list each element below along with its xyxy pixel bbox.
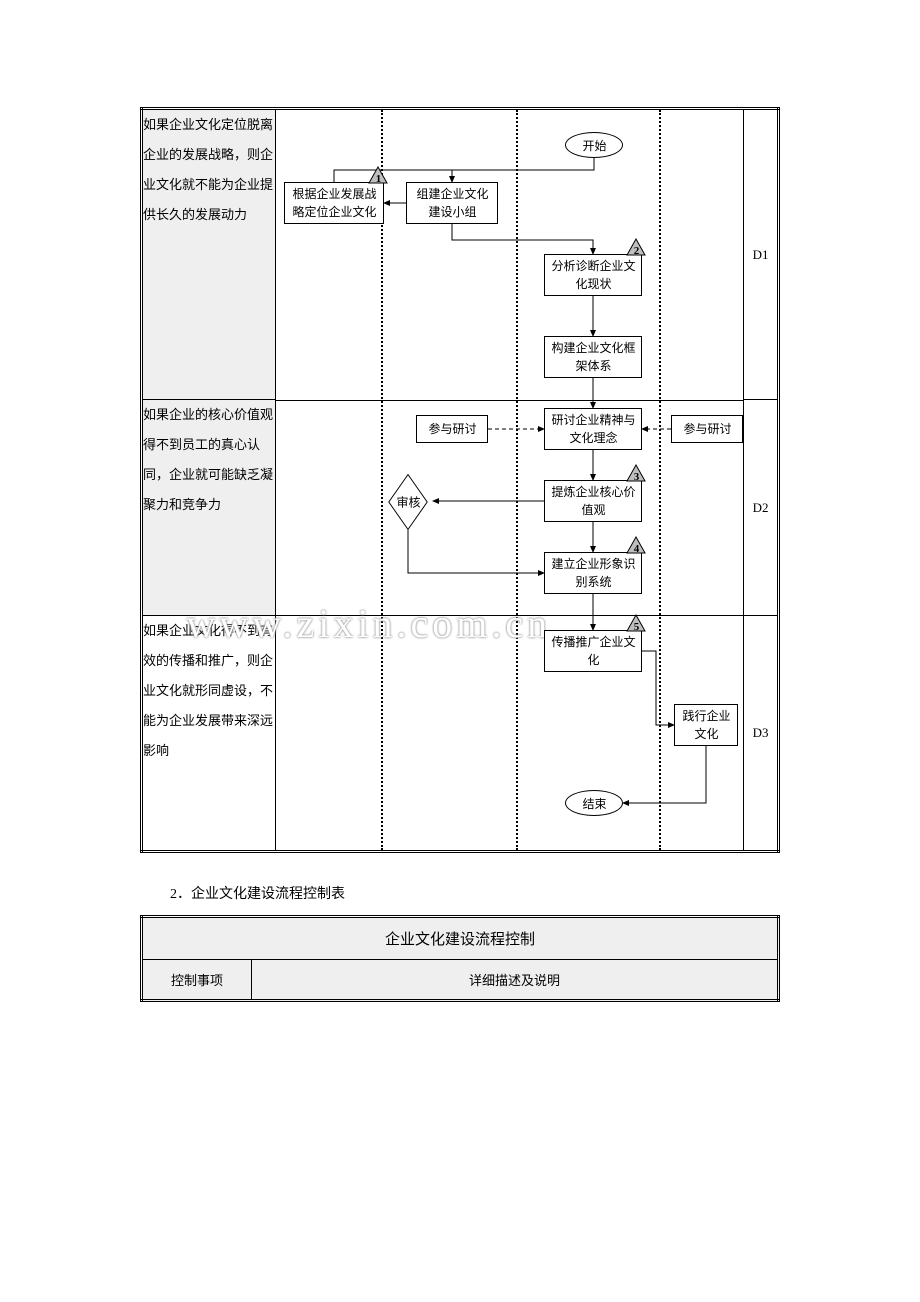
node-n4: 构建企业文化框架体系 (544, 336, 642, 378)
node-n9: 践行企业文化 (674, 704, 738, 746)
edge-14 (623, 746, 706, 803)
node-n6: 提炼企业核心价值观 (544, 480, 642, 522)
risk-text-0: 如果企业文化定位脱离企业的发展战略，则企业文化就不能为企业提供长久的发展动力 (143, 110, 275, 230)
node-n1: 根据企业发展战略定位企业文化 (284, 182, 384, 224)
risk-cell-1: 如果企业的核心价值观得不到员工的真心认同，企业就可能缺乏凝聚力和竞争力 (142, 400, 276, 616)
risk-text-1: 如果企业的核心价值观得不到员工的真心认同，企业就可能缺乏凝聚力和竞争力 (143, 400, 275, 520)
risk-arrow-down-0 (143, 372, 275, 400)
section-2-title: 2．企业文化建设流程控制表 (170, 883, 780, 903)
risk-cell-2: 如果企业文化得不到有效的传播和推广，则企业文化就形同虚设，不能为企业发展带来深远… (142, 616, 276, 852)
flowchart-table: 如果企业文化定位脱离企业的发展战略，则企业文化就不能为企业提供长久的发展动力ww… (140, 107, 780, 853)
node-audit: 审核 (384, 482, 432, 522)
control-col1-header: 控制事项 (142, 960, 252, 1001)
section-title-text: 企业文化建设流程控制表 (191, 887, 345, 902)
control-table: 企业文化建设流程控制 控制事项 详细描述及说明 (140, 915, 780, 1002)
edge-10 (408, 522, 544, 573)
d-label-1: D2 (744, 400, 779, 616)
section-number: 2． (170, 887, 191, 902)
control-table-title: 企业文化建设流程控制 (142, 917, 779, 960)
node-n5: 研讨企业精神与文化理念 (544, 408, 642, 450)
triangle-marker-n1: 1 (368, 166, 388, 184)
risk-cell-0: 如果企业文化定位脱离企业的发展战略，则企业文化就不能为企业提供长久的发展动力 (142, 109, 276, 400)
d-label-2: D3 (744, 616, 779, 852)
node-n5a: 参与研讨 (416, 415, 488, 443)
flowchart-canvas-cell: www.zixin.com.cn开始根据企业发展战略定位企业文化1组建企业文化建… (276, 109, 744, 852)
triangle-marker-n6: 3 (626, 464, 646, 482)
edge-3 (452, 224, 593, 254)
triangle-marker-n8: 5 (626, 614, 646, 632)
node-n3: 分析诊断企业文化现状 (544, 254, 642, 296)
node-n5b: 参与研讨 (671, 415, 743, 443)
node-n7: 建立企业形象识别系统 (544, 552, 642, 594)
node-n2: 组建企业文化建设小组 (406, 182, 498, 224)
triangle-marker-n3: 2 (626, 238, 646, 256)
d-label-0: D1 (744, 109, 779, 400)
control-col2-header: 详细描述及说明 (252, 960, 779, 1001)
edge-13 (642, 651, 674, 725)
node-n8: 传播推广企业文化 (544, 630, 642, 672)
triangle-marker-n7: 4 (626, 536, 646, 554)
